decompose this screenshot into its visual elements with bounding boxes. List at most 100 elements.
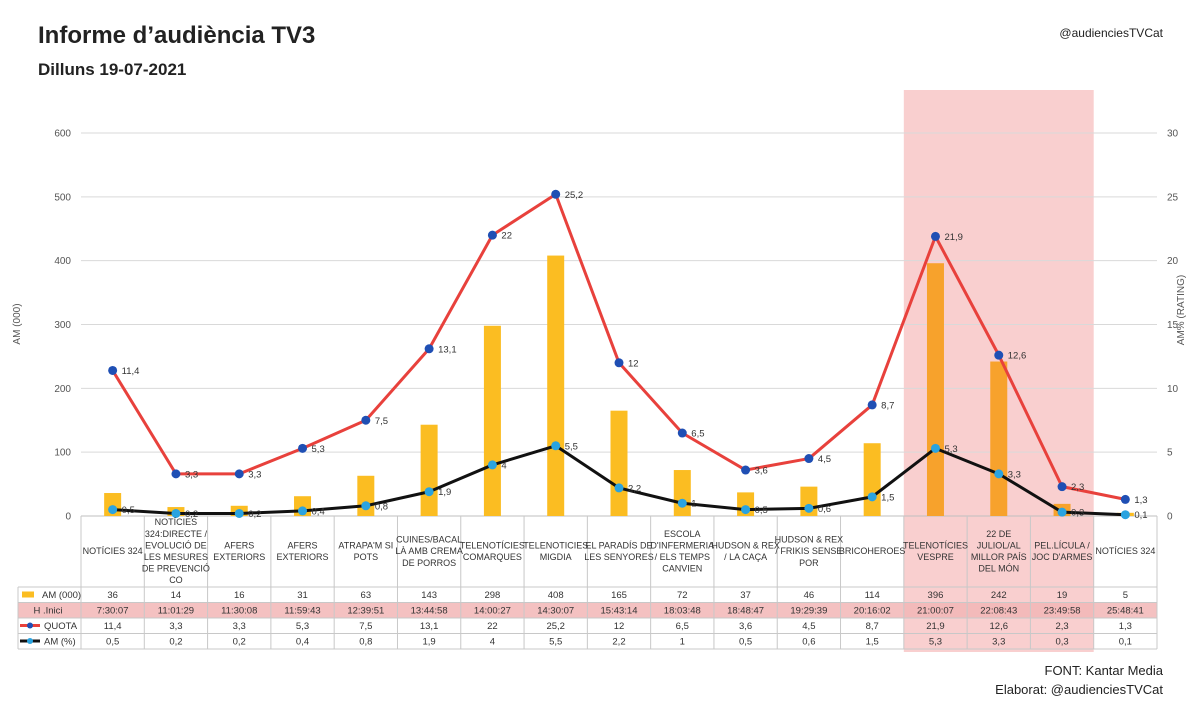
- category-label: VESPRE: [917, 552, 954, 562]
- table-cell-am: 298: [484, 590, 500, 601]
- table-cell-quota: 6,5: [676, 621, 689, 632]
- category-label: TELENOTÍCIES: [460, 540, 525, 550]
- quota-point: [1120, 494, 1130, 504]
- quota-label: 5,3: [312, 444, 325, 455]
- category-label: EL PARADÍS DE: [585, 540, 652, 550]
- y-tick-label: 600: [54, 129, 71, 140]
- table-cell-am-percent: 0,5: [106, 637, 119, 648]
- table-cell-h-inici: 18:48:47: [727, 606, 764, 617]
- table-cell-am: 396: [928, 590, 944, 601]
- category-label: DE PORROS: [402, 558, 456, 568]
- category-label: HUDSON & REX: [711, 540, 780, 550]
- table-cell-am: 14: [171, 590, 182, 601]
- legend-label: H .Inici: [33, 606, 62, 617]
- table-cell-h-inici: 12:39:51: [347, 606, 384, 617]
- am-percent-point: [741, 505, 751, 515]
- y2-tick-label: 20: [1167, 256, 1179, 267]
- table-cell-h-inici: 14:30:07: [537, 606, 574, 617]
- table-cell-quota: 3,3: [169, 621, 182, 632]
- table-cell-am: 114: [865, 590, 880, 601]
- category-label: ESCOLA: [664, 529, 701, 539]
- table-cell-h-inici: 11:30:08: [221, 606, 257, 617]
- category-label: DE PREVENCIÓ: [142, 564, 210, 574]
- category-label: COMARQUES: [463, 552, 522, 562]
- table-cell-quota: 8,7: [866, 621, 879, 632]
- am-percent-label: 4: [501, 460, 506, 471]
- y2-tick-label: 10: [1167, 384, 1179, 395]
- category-label: EXTERIORS: [277, 552, 329, 562]
- category-label: NOTÍCIES 324: [1095, 546, 1155, 556]
- quota-label: 11,4: [122, 366, 140, 377]
- chart-subtitle: Dilluns 19-07-2021: [38, 60, 187, 79]
- am-percent-label: 0,2: [248, 509, 261, 520]
- table-cell-am-percent: 4: [490, 637, 495, 648]
- y2-tick-label: 30: [1167, 129, 1179, 140]
- category-label: AFERS: [288, 540, 318, 550]
- am-percent-label: 0,4: [312, 506, 325, 517]
- table-cell-am: 31: [297, 590, 308, 601]
- am-percent-point: [361, 501, 371, 511]
- table-cell-am: 46: [804, 590, 815, 601]
- category-label: LES SENYORES: [584, 552, 654, 562]
- category-label: EVOLUCIÓ DE: [145, 540, 207, 550]
- table-cell-am-percent: 1: [680, 637, 685, 648]
- table-cell-am-percent: 0,8: [359, 637, 372, 648]
- table-cell-h-inici: 22:08:43: [980, 606, 1017, 617]
- category-label: 324:DIRECTE /: [145, 529, 208, 539]
- category-label: ATRAPA'M SI: [338, 540, 393, 550]
- quota-point: [551, 189, 561, 199]
- table-cell-am-percent: 0,6: [802, 637, 815, 648]
- bar: [863, 443, 881, 516]
- table-cell-am-percent: 5,5: [549, 637, 562, 648]
- quota-point: [867, 400, 877, 410]
- table-cell-am: 5: [1123, 590, 1128, 601]
- quota-point: [614, 358, 624, 368]
- quota-point: [1057, 482, 1067, 492]
- category-label: NOTÍCIES: [155, 517, 198, 527]
- am-percent-point: [804, 503, 814, 513]
- category-label: CANVIEN: [662, 564, 702, 574]
- category-label: MILLOR PAÍS: [971, 552, 1027, 562]
- y2-tick-label: 25: [1167, 192, 1179, 203]
- am-percent-point: [1057, 507, 1067, 517]
- quota-point: [361, 415, 371, 425]
- legend-key-am-percent-marker: [27, 638, 33, 644]
- category-label: 22 DE: [986, 529, 1011, 539]
- table-cell-am: 36: [107, 590, 118, 601]
- am-percent-point: [171, 508, 181, 518]
- table-cell-quota: 3,6: [739, 621, 752, 632]
- am-percent-label: 0,3: [1071, 508, 1084, 519]
- quota-label: 3,6: [755, 466, 768, 477]
- category-label: DEL MÓN: [978, 564, 1019, 574]
- table-cell-quota: 22: [487, 621, 498, 632]
- category-label: EXTERIORS: [213, 552, 265, 562]
- table-cell-h-inici: 19:29:39: [790, 606, 827, 617]
- am-percent-label: 0,8: [375, 501, 388, 512]
- table-cell-am: 143: [421, 590, 437, 601]
- y-tick-label: 500: [54, 192, 71, 203]
- legend-key-bars: [22, 591, 34, 598]
- author-handle: @audienciesTVCat: [1059, 26, 1163, 40]
- table-cell-am-percent: 1,9: [423, 637, 436, 648]
- am-percent-label: 0,5: [122, 505, 135, 516]
- category-label: TELENOTÍCIES: [903, 540, 968, 550]
- table-cell-am-percent: 0,1: [1119, 637, 1132, 648]
- table-cell-h-inici: 14:00:27: [474, 606, 511, 617]
- y-axis-title: AM (000): [12, 303, 23, 344]
- am-percent-point: [994, 469, 1004, 479]
- y-tick-label: 300: [54, 320, 71, 331]
- table-cell-am-percent: 2,2: [612, 637, 625, 648]
- am-percent-label: 0,2: [185, 509, 198, 520]
- legend-label: AM (000): [42, 590, 81, 601]
- y-tick-label: 0: [65, 512, 71, 523]
- category-label: AFERS: [224, 540, 254, 550]
- am-percent-label: 1,5: [881, 492, 894, 503]
- quota-label: 12: [628, 358, 639, 369]
- legend-key-quota-marker: [27, 622, 33, 629]
- am-percent-label: 1: [691, 499, 696, 510]
- table-cell-am-percent: 0,4: [296, 637, 309, 648]
- category-label: JOC D'ARMES: [1032, 552, 1093, 562]
- quota-point: [234, 469, 244, 479]
- table-cell-am: 19: [1057, 590, 1068, 601]
- quota-label: 21,9: [944, 232, 963, 243]
